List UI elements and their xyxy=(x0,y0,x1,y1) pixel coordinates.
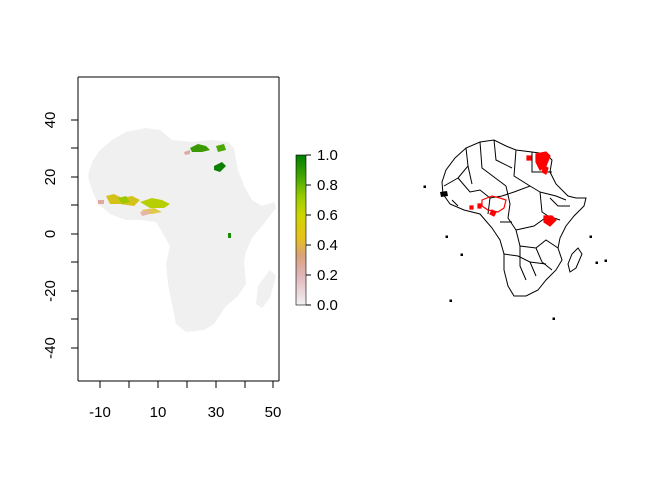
border-line xyxy=(457,177,503,199)
red-region-nile xyxy=(541,165,549,175)
border-line xyxy=(519,246,527,281)
colorbar-tick-label: 1.0 xyxy=(317,147,338,164)
colorbar-tick-label: 0.8 xyxy=(317,177,338,194)
y-tick-label: 20 xyxy=(42,169,59,186)
y-tick-label: -20 xyxy=(42,280,59,302)
y-tick-label: 40 xyxy=(42,112,59,129)
madagascar-outline xyxy=(567,247,583,273)
patch-egypt-delta xyxy=(216,144,226,152)
right-map-panel xyxy=(423,139,607,320)
island-dot xyxy=(445,235,448,238)
patch-west-pink xyxy=(98,200,104,204)
border-line xyxy=(503,253,537,277)
y-tick-label: -40 xyxy=(42,337,59,359)
x-ticks xyxy=(99,381,274,388)
island-dot xyxy=(423,185,426,188)
border-line xyxy=(451,199,459,207)
highlighted-regions xyxy=(469,151,557,227)
island-dot xyxy=(589,235,592,238)
colorbar-legend: 1.0 0.8 0.6 0.4 0.2 0.0 xyxy=(295,147,338,314)
red-region-egypt-west xyxy=(526,155,532,161)
red-region-east-africa xyxy=(543,215,557,227)
border-line xyxy=(539,191,549,217)
y-ticks xyxy=(71,119,78,349)
border-line xyxy=(443,177,459,187)
border-line xyxy=(513,149,531,187)
red-region-ghana xyxy=(469,205,474,210)
border-line xyxy=(535,247,553,271)
border-line xyxy=(515,229,559,249)
border-line xyxy=(515,215,549,231)
colorbar-gradient xyxy=(295,154,307,306)
island-dot xyxy=(595,261,598,264)
patch-egypt-nile xyxy=(190,144,210,152)
colorbar-tick-label: 0.4 xyxy=(317,237,338,254)
border-line xyxy=(487,197,491,215)
border-line xyxy=(549,197,570,207)
africa-outline xyxy=(441,139,587,297)
border-line xyxy=(493,139,513,169)
border-line xyxy=(529,261,547,265)
island-dot xyxy=(449,299,452,302)
island-dot xyxy=(552,317,555,320)
africa-land-mass xyxy=(88,128,276,332)
red-region-nigeria xyxy=(481,195,507,213)
border-line xyxy=(505,185,517,231)
island-dot xyxy=(460,253,463,256)
border-line xyxy=(467,165,473,185)
x-tick-label: 30 xyxy=(208,404,225,421)
colorbar-tick-label: 0.0 xyxy=(317,297,338,314)
patch-nigeria-pink xyxy=(140,210,150,216)
border-line xyxy=(479,141,507,187)
senegal-gambia-fill xyxy=(440,191,448,197)
x-tick-label: 50 xyxy=(265,404,282,421)
colorbar-tick-label: 0.2 xyxy=(317,267,338,284)
patch-sudan xyxy=(214,162,226,172)
colorbar-tick-label: 0.6 xyxy=(317,207,338,224)
y-tick-label: 0 xyxy=(42,230,59,238)
border-line xyxy=(539,191,567,201)
red-region-benin xyxy=(477,203,482,209)
red-region-egypt xyxy=(535,151,551,171)
patch-egypt-pink xyxy=(184,150,190,155)
patch-nigeria-north xyxy=(140,198,170,208)
patch-west-africa-green xyxy=(118,196,130,204)
patch-east-africa xyxy=(228,233,231,238)
x-tick-label: 10 xyxy=(150,404,167,421)
left-map-panel: -10 10 30 50 40 20 0 -20 -40 xyxy=(42,76,338,421)
island-dot xyxy=(604,259,607,262)
x-tick-label: -10 xyxy=(89,404,111,421)
madagascar-land-mass xyxy=(256,270,276,308)
suitability-patches xyxy=(98,144,231,238)
border-line xyxy=(457,147,469,179)
africa-country-borders xyxy=(423,139,607,320)
red-region-nigeria-south xyxy=(489,209,497,217)
